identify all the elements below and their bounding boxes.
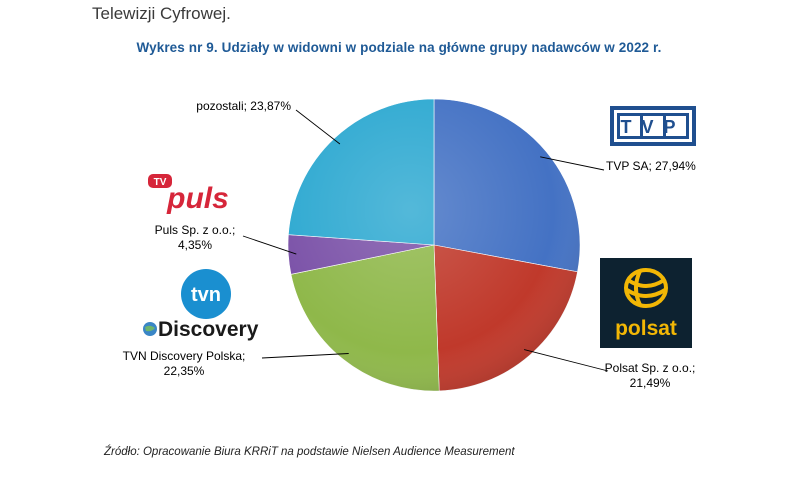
leader-line xyxy=(295,109,341,145)
tvp-logo: TVP xyxy=(610,106,696,146)
tvn-logo: tvn xyxy=(180,268,232,320)
discovery-logo: Discovery xyxy=(140,314,274,344)
source-note: Źródło: Opracowanie Biura KRRiT na podst… xyxy=(104,446,515,458)
chart-title: Wykres nr 9. Udziały w widowni w podzial… xyxy=(136,40,662,55)
puls-logo: TV puls xyxy=(146,168,238,216)
slice-label: pozostali; 23,87% xyxy=(196,99,291,113)
pie-slice-tvp-sa xyxy=(433,98,581,273)
slice-label-line: TVP SA; 27,94% xyxy=(606,159,696,173)
slice-label: TVN Discovery Polska; 22,35% xyxy=(123,349,246,378)
slice-label: TVP SA; 27,94% xyxy=(606,159,696,173)
leader-line xyxy=(261,353,349,359)
leader-line xyxy=(523,349,609,372)
leader-line xyxy=(242,235,297,255)
slice-label-line: pozostali; 23,87% xyxy=(196,99,291,113)
leader-line xyxy=(540,156,605,171)
slice-label-line: Polsat Sp. z o.o.; xyxy=(605,361,696,375)
tvp-logo-text: TVP xyxy=(620,117,685,137)
slice-label-line: 4,35% xyxy=(178,238,212,252)
slice-label: Polsat Sp. z o.o.; 21,49% xyxy=(605,361,696,390)
tvn-logo-text: tvn xyxy=(191,284,221,306)
slice-label-line: Puls Sp. z o.o.; xyxy=(155,223,236,237)
puls-logo-badge: TV xyxy=(154,177,167,188)
slice-label: Puls Sp. z o.o.; 4,35% xyxy=(155,223,236,252)
discovery-logo-text: Discovery xyxy=(158,318,259,341)
slice-label-line: 21,49% xyxy=(630,376,671,390)
polsat-logo-text: polsat xyxy=(615,317,677,340)
intro-text: Telewizji Cyfrowej. xyxy=(92,4,231,23)
puls-logo-text: puls xyxy=(166,182,229,215)
slice-label-line: TVN Discovery Polska; xyxy=(123,349,246,363)
slice-label-line: 22,35% xyxy=(164,364,205,378)
polsat-logo: polsat xyxy=(600,258,692,348)
